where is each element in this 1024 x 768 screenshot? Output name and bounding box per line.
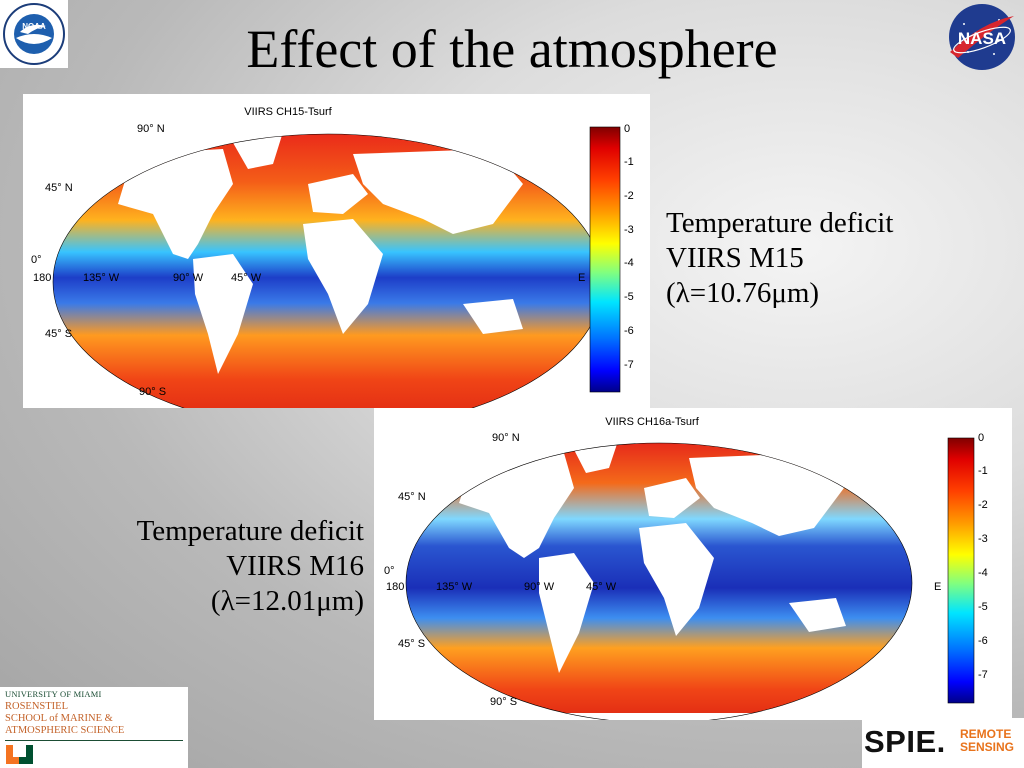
- colorbar-tick: -2: [624, 190, 634, 202]
- noaa-logo: NOAA: [0, 0, 68, 68]
- lat-label-90s: 90° S: [490, 696, 517, 708]
- map-title: VIIRS CH16a-Tsurf: [605, 416, 699, 428]
- colorbar-tick: 0: [624, 123, 630, 135]
- lon-label-90w: 90° W: [524, 581, 555, 593]
- lon-label-90w: 90° W: [173, 272, 204, 284]
- spie-brand: SPIE.: [864, 724, 946, 759]
- u-logo-icon: [6, 745, 33, 764]
- caption-line: (λ=10.76μm): [666, 277, 820, 309]
- colorbar-tick: -6: [978, 635, 988, 647]
- noaa-logo-text: NOAA: [22, 22, 46, 31]
- lon-label-180: 180: [33, 272, 51, 284]
- map-panel-m15: VIIRS CH15-Tsurf 90° N 45° N 0° 180 135°…: [23, 94, 650, 408]
- university-logo: UNIVERSITY OF MIAMI ROSENSTIEL SCHOOL of…: [0, 687, 188, 768]
- caption-m16: Temperature deficit VIIRS M16 (λ=12.01μm…: [137, 514, 364, 619]
- caption-line: VIIRS M16: [226, 550, 364, 582]
- slide-title: Effect of the atmosphere: [246, 19, 778, 79]
- colorbar-tick: -5: [624, 291, 634, 303]
- map-panel-m16: VIIRS CH16a-Tsurf 90° N 45° N 0° 180 135…: [374, 408, 1012, 720]
- colorbar-tick: -3: [624, 224, 634, 236]
- lon-label-e: E: [578, 272, 585, 284]
- caption-line: (λ=12.01μm): [210, 585, 364, 617]
- colorbar-tick: -2: [978, 499, 988, 511]
- lat-label-45n: 45° N: [45, 182, 73, 194]
- caption-m15: Temperature deficit VIIRS M15 (λ=10.76μm…: [666, 206, 893, 311]
- map-title: VIIRS CH15-Tsurf: [244, 106, 332, 118]
- caption-line: Temperature deficit: [666, 207, 894, 239]
- colorbar: [589, 126, 621, 393]
- colorbar-tick: -4: [624, 257, 634, 269]
- lat-label-0: 0°: [31, 254, 42, 266]
- lon-label-135w: 135° W: [436, 581, 473, 593]
- colorbar-tick: 0: [978, 432, 984, 444]
- colorbar-tick: -7: [624, 359, 634, 371]
- caption-line: VIIRS M15: [666, 242, 804, 274]
- lon-label-180: 180: [386, 581, 404, 593]
- school-name: ROSENSTIEL SCHOOL of MARINE & ATMOSPHERI…: [5, 701, 124, 737]
- lon-label-45w: 45° W: [586, 581, 617, 593]
- lon-label-e: E: [934, 581, 941, 593]
- divider: [5, 740, 183, 741]
- spie-tagline: REMOTE SENSING: [960, 728, 1014, 754]
- spie-logo: SPIE. REMOTE SENSING: [862, 718, 1024, 768]
- colorbar: [947, 437, 975, 704]
- colorbar-tick: -1: [624, 156, 634, 168]
- colorbar-tick: -6: [624, 325, 634, 337]
- world-map: [406, 443, 912, 720]
- world-map: [53, 134, 603, 408]
- colorbar-tick: -4: [978, 567, 988, 579]
- lon-label-45w: 45° W: [231, 272, 262, 284]
- lat-label-90n: 90° N: [492, 432, 520, 444]
- colorbar-tick: -3: [978, 533, 988, 545]
- lat-label-45s: 45° S: [398, 638, 425, 650]
- lat-label-0: 0°: [384, 565, 395, 577]
- colorbar-tick: -5: [978, 601, 988, 613]
- university-name: UNIVERSITY OF MIAMI: [5, 689, 102, 699]
- colorbar-ticks: 0 -1 -2 -3 -4 -5 -6 -7: [624, 123, 634, 371]
- school-name-line: ATMOSPHERIC SCIENCE: [5, 725, 125, 736]
- school-name-line: ROSENSTIEL: [5, 701, 68, 712]
- colorbar-ticks: 0 -1 -2 -3 -4 -5 -6 -7: [978, 432, 988, 681]
- school-name-line: SCHOOL of MARINE &: [5, 713, 113, 724]
- spie-tagline-line: SENSING: [960, 740, 1015, 754]
- colorbar-tick: -1: [978, 465, 988, 477]
- nasa-logo-text: NASA: [958, 29, 1006, 48]
- lat-label-90s: 90° S: [139, 386, 166, 398]
- caption-line: Temperature deficit: [136, 515, 364, 547]
- lon-label-135w: 135° W: [83, 272, 120, 284]
- lat-label-45n: 45° N: [398, 491, 426, 503]
- lat-label-45s: 45° S: [45, 328, 72, 340]
- colorbar-tick: -7: [978, 669, 988, 681]
- spie-tagline-line: REMOTE: [960, 727, 1012, 741]
- nasa-logo: NASA: [944, 2, 1020, 72]
- lat-label-90n: 90° N: [137, 123, 165, 135]
